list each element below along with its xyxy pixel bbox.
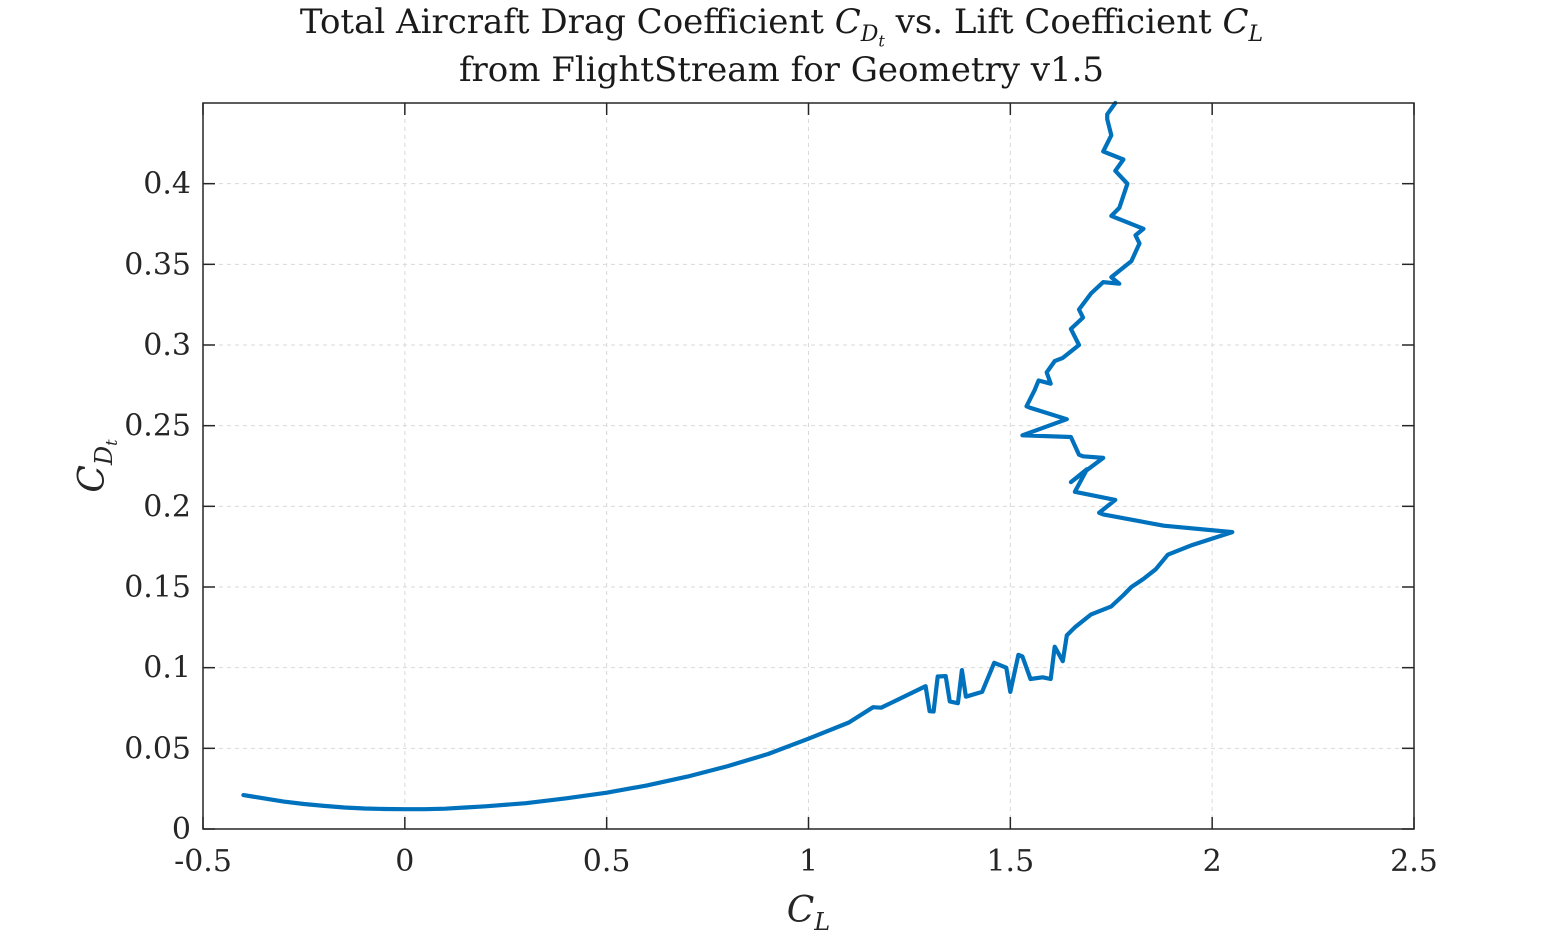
y-axis-label-symbol: C bbox=[72, 465, 113, 493]
title-middle: vs. Lift Coefficient bbox=[884, 2, 1223, 42]
axes-box bbox=[202, 102, 1415, 830]
y-tick-label: 0.05 bbox=[124, 731, 191, 766]
x-tick-label: 1.5 bbox=[986, 844, 1034, 879]
x-tick-label: 0 bbox=[395, 844, 414, 879]
y-tick-label: 0.1 bbox=[143, 651, 191, 686]
y-axis-label-sub: D bbox=[90, 446, 118, 466]
x-tick-label: 2.5 bbox=[1390, 844, 1438, 879]
y-axis-label-subsub: t bbox=[102, 439, 121, 446]
y-axis-label: CDt bbox=[72, 439, 121, 493]
title-cl-sub: L bbox=[1248, 21, 1264, 47]
y-tick-label: 0.35 bbox=[124, 247, 191, 282]
x-tick-label: 2 bbox=[1203, 844, 1222, 879]
y-tick-label: 0.4 bbox=[143, 167, 191, 202]
y-tick-label: 0 bbox=[172, 812, 191, 847]
x-tick-label: 1 bbox=[799, 844, 818, 879]
title-prefix: Total Aircraft Drag Coefficient bbox=[299, 2, 835, 42]
y-tick-label: 0.15 bbox=[124, 570, 191, 605]
title-cd-symbol: C bbox=[834, 2, 861, 42]
chart-title-line1: Total Aircraft Drag Coefficient CDt vs. … bbox=[0, 2, 1563, 50]
chart-title-line2: from FlightStream for Geometry v1.5 bbox=[458, 50, 1105, 90]
title-cd-sub: D bbox=[860, 21, 879, 47]
y-tick-label: 0.3 bbox=[143, 328, 191, 363]
label-layer: -0.5 0 0.5 1 1.5 2 2.500.050.10.150.20.250.30.… bbox=[124, 167, 1438, 879]
x-axis-label: CL bbox=[787, 890, 830, 936]
title-cl-symbol: C bbox=[1222, 2, 1249, 42]
series-line-drag-polar bbox=[241, 100, 1235, 812]
x-axis-label-symbol: C bbox=[787, 890, 815, 931]
y-tick-label: 0.25 bbox=[124, 409, 191, 444]
y-tick-label: 0.2 bbox=[143, 489, 191, 524]
x-axis-label-sub: L bbox=[813, 908, 830, 936]
x-tick-label: -0.5 bbox=[174, 844, 232, 879]
x-tick-label: 0.5 bbox=[583, 844, 631, 879]
grid-layer bbox=[203, 103, 1414, 829]
title-cd-subsub: t bbox=[878, 31, 885, 51]
series-layer bbox=[241, 100, 1235, 812]
